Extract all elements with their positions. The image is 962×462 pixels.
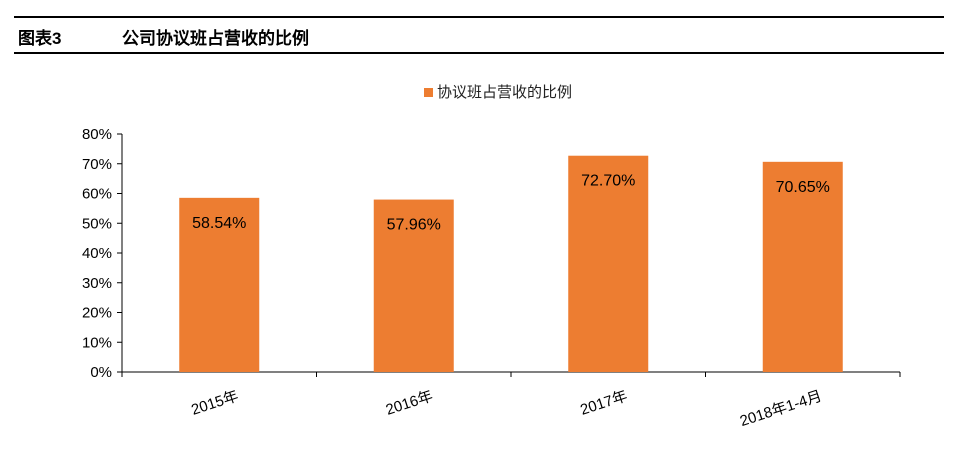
bar bbox=[373, 199, 454, 372]
y-tick-label: 70% bbox=[82, 156, 112, 173]
y-tick-label: 10% bbox=[82, 334, 112, 351]
data-label: 58.54% bbox=[192, 215, 246, 232]
data-label: 70.65% bbox=[776, 179, 830, 196]
legend-swatch bbox=[424, 88, 433, 97]
y-tick-label: 80% bbox=[82, 126, 112, 143]
y-tick-label: 40% bbox=[82, 245, 112, 262]
x-tick-label: 2015年 bbox=[189, 388, 240, 419]
y-tick-label: 20% bbox=[82, 305, 112, 322]
bar bbox=[568, 155, 649, 372]
y-tick-label: 30% bbox=[82, 275, 112, 292]
figure-title: 公司协议班占营收的比例 bbox=[122, 29, 309, 48]
figure-label: 图表3 bbox=[18, 29, 62, 48]
data-label: 57.96% bbox=[387, 217, 441, 234]
legend-label: 协议班占营收的比例 bbox=[437, 84, 572, 101]
figure-header: 图表3 公司协议班占营收的比例 bbox=[14, 16, 944, 54]
bar bbox=[762, 161, 843, 372]
x-tick-label: 2017年 bbox=[578, 388, 629, 419]
bar bbox=[179, 197, 260, 372]
y-tick-label: 60% bbox=[82, 186, 112, 203]
x-tick-label: 2018年1-4月 bbox=[738, 388, 824, 430]
y-tick-label: 0% bbox=[90, 364, 112, 381]
y-tick-label: 50% bbox=[82, 215, 112, 232]
data-label: 72.70% bbox=[581, 173, 635, 190]
x-tick-label: 2016年 bbox=[384, 388, 435, 419]
